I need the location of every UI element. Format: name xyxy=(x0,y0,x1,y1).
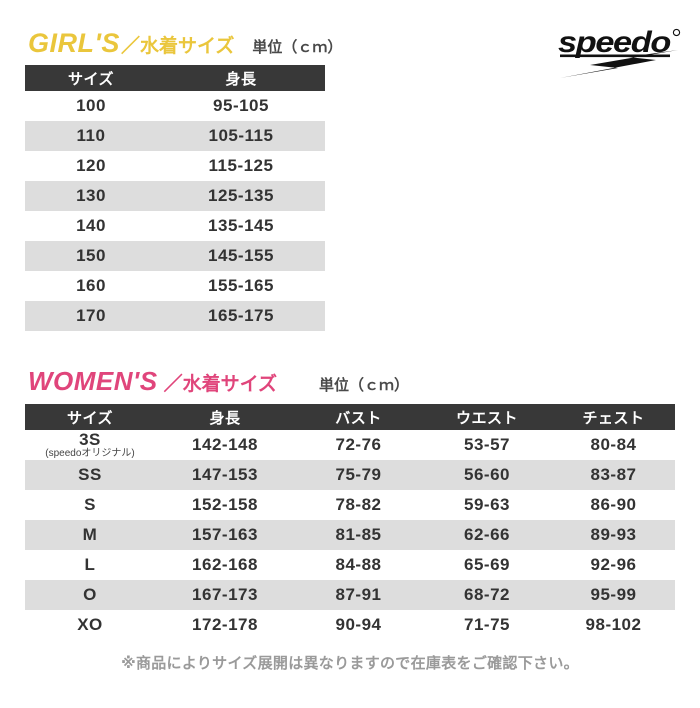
speedo-logo: speedo xyxy=(556,24,684,80)
womens-cell-chest: 92-96 xyxy=(552,550,675,580)
table-row: 140 135-145 xyxy=(25,211,325,241)
table-row: XO 172-178 90-94 71-75 98-102 xyxy=(25,610,675,640)
womens-cell-size: L xyxy=(25,550,155,580)
womens-cell-chest: 80-84 xyxy=(552,430,675,460)
girls-col-height: 身長 xyxy=(157,65,325,91)
womens-cell-chest: 86-90 xyxy=(552,490,675,520)
womens-size-note: (speedoオリジナル) xyxy=(45,447,135,459)
womens-col-height: 身長 xyxy=(155,404,295,430)
footnote-text: ※商品によりサイズ展開は異なりますので在庫表をご確認下さい。 xyxy=(121,655,579,672)
girls-cell-size: 150 xyxy=(25,241,157,271)
womens-cell-size: 3S (speedoオリジナル) xyxy=(25,430,155,460)
womens-cell-waist: 59-63 xyxy=(422,490,552,520)
table-row: 160 155-165 xyxy=(25,271,325,301)
womens-cell-bust: 84-88 xyxy=(295,550,422,580)
girls-cell-height: 105-115 xyxy=(157,121,325,151)
womens-cell-height: 152-158 xyxy=(155,490,295,520)
womens-cell-waist: 65-69 xyxy=(422,550,552,580)
womens-cell-size: S xyxy=(25,490,155,520)
womens-cell-bust: 75-79 xyxy=(295,460,422,490)
womens-cell-bust: 72-76 xyxy=(295,430,422,460)
girls-cell-height: 145-155 xyxy=(157,241,325,271)
womens-cell-chest: 98-102 xyxy=(552,610,675,640)
girls-title: GIRL'S xyxy=(28,28,120,58)
table-row: S 152-158 78-82 59-63 86-90 xyxy=(25,490,675,520)
table-row: M 157-163 81-85 62-66 89-93 xyxy=(25,520,675,550)
womens-cell-height: 167-173 xyxy=(155,580,295,610)
girls-cell-height: 115-125 xyxy=(157,151,325,181)
girls-cell-height: 135-145 xyxy=(157,211,325,241)
womens-cell-bust: 87-91 xyxy=(295,580,422,610)
womens-col-bust: バスト xyxy=(295,404,422,430)
table-row: SS 147-153 75-79 56-60 83-87 xyxy=(25,460,675,490)
womens-cell-waist: 53-57 xyxy=(422,430,552,460)
womens-cell-chest: 89-93 xyxy=(552,520,675,550)
womens-cell-size: SS xyxy=(25,460,155,490)
girls-cell-size: 110 xyxy=(25,121,157,151)
womens-cell-size: XO xyxy=(25,610,155,640)
womens-cell-bust: 81-85 xyxy=(295,520,422,550)
womens-cell-height: 172-178 xyxy=(155,610,295,640)
womens-cell-size: M xyxy=(25,520,155,550)
girls-table-header-row: サイズ 身長 xyxy=(25,65,325,91)
womens-cell-height: 147-153 xyxy=(155,460,295,490)
womens-title: WOMEN'S xyxy=(28,366,158,396)
womens-size-table: サイズ 身長 バスト ウエスト チェスト 3S (speedoオリジナル) 14… xyxy=(25,404,675,640)
girls-cell-size: 120 xyxy=(25,151,157,181)
womens-cell-size: O xyxy=(25,580,155,610)
womens-table-header-row: サイズ 身長 バスト ウエスト チェスト xyxy=(25,404,675,430)
table-row: 120 115-125 xyxy=(25,151,325,181)
girls-cell-height: 155-165 xyxy=(157,271,325,301)
womens-cell-bust: 90-94 xyxy=(295,610,422,640)
womens-col-chest: チェスト xyxy=(552,404,675,430)
womens-cell-height: 157-163 xyxy=(155,520,295,550)
girls-cell-height: 125-135 xyxy=(157,181,325,211)
womens-section-heading: WOMEN'S ／水着サイズ 単位（ｃｍ） xyxy=(28,368,409,394)
womens-cell-waist: 71-75 xyxy=(422,610,552,640)
girls-subtitle: ／水着サイズ xyxy=(120,36,235,57)
womens-size-label: 3S xyxy=(79,429,101,449)
womens-cell-waist: 62-66 xyxy=(422,520,552,550)
womens-cell-chest: 83-87 xyxy=(552,460,675,490)
womens-col-waist: ウエスト xyxy=(422,404,552,430)
girls-cell-size: 170 xyxy=(25,301,157,331)
womens-unit-label: 単位（ｃｍ） xyxy=(319,377,410,394)
table-row: 130 125-135 xyxy=(25,181,325,211)
table-row: 3S (speedoオリジナル) 142-148 72-76 53-57 80-… xyxy=(25,430,675,460)
womens-col-size: サイズ xyxy=(25,404,155,430)
table-row: O 167-173 87-91 68-72 95-99 xyxy=(25,580,675,610)
girls-cell-height: 95-105 xyxy=(157,91,325,121)
table-row: 170 165-175 xyxy=(25,301,325,331)
womens-cell-height: 162-168 xyxy=(155,550,295,580)
womens-cell-waist: 68-72 xyxy=(422,580,552,610)
table-row: 150 145-155 xyxy=(25,241,325,271)
table-row: L 162-168 84-88 65-69 92-96 xyxy=(25,550,675,580)
girls-cell-size: 160 xyxy=(25,271,157,301)
girls-section-heading: GIRL'S ／水着サイズ 単位（ｃｍ） xyxy=(28,30,342,57)
table-row: 110 105-115 xyxy=(25,121,325,151)
womens-cell-chest: 95-99 xyxy=(552,580,675,610)
girls-cell-height: 165-175 xyxy=(157,301,325,331)
girls-unit-label: 単位（ｃｍ） xyxy=(252,39,343,56)
womens-cell-bust: 78-82 xyxy=(295,490,422,520)
womens-cell-height: 142-148 xyxy=(155,430,295,460)
girls-size-table: サイズ 身長 100 95-105 110 105-115 120 115-12… xyxy=(25,65,325,331)
womens-cell-waist: 56-60 xyxy=(422,460,552,490)
girls-cell-size: 140 xyxy=(25,211,157,241)
girls-cell-size: 130 xyxy=(25,181,157,211)
girls-col-size: サイズ xyxy=(25,65,157,91)
table-row: 100 95-105 xyxy=(25,91,325,121)
girls-cell-size: 100 xyxy=(25,91,157,121)
womens-subtitle: ／水着サイズ xyxy=(163,374,278,395)
